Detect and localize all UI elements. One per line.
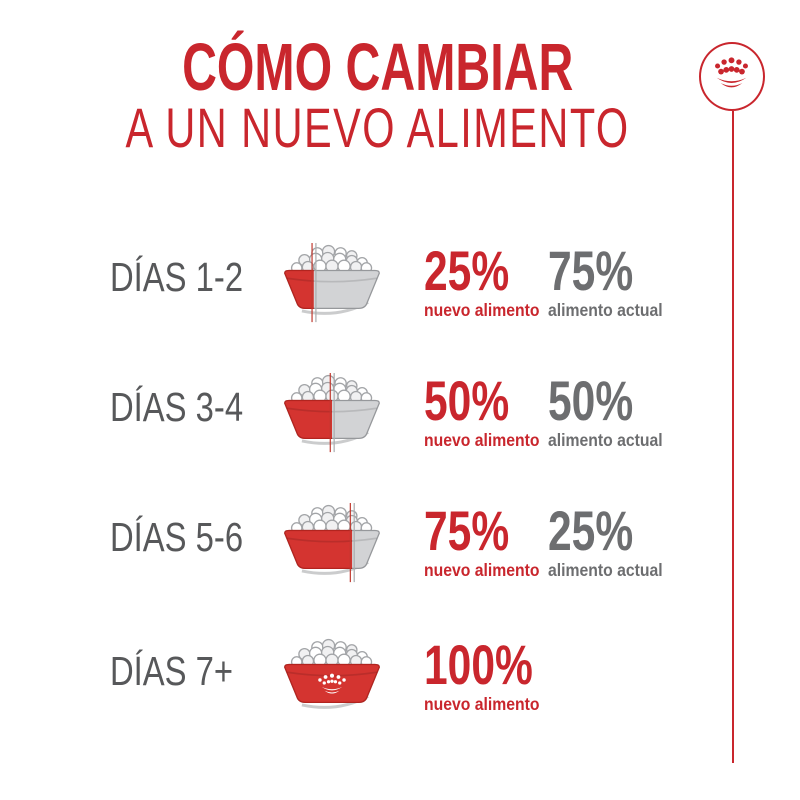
new-food-stat: 75% nuevo alimento (424, 499, 552, 580)
new-food-caption: nuevo alimento (424, 560, 540, 580)
days-label: DÍAS 5-6 (110, 514, 244, 560)
new-food-caption: nuevo alimento (424, 430, 540, 450)
new-food-caption: nuevo alimento (424, 694, 540, 714)
days-label: DÍAS 3-4 (110, 384, 244, 430)
dog-bowl-icon (276, 637, 388, 723)
current-food-caption: alimento actual (548, 560, 663, 580)
current-food-percentage: 50% (548, 369, 634, 432)
new-food-caption: nuevo alimento (424, 300, 540, 320)
new-food-percentage: 25% (424, 239, 510, 302)
new-food-percentage: 50% (424, 369, 510, 432)
days-label: DÍAS 1-2 (110, 254, 244, 300)
royal-canin-crown-logo (699, 42, 765, 111)
crown-icon (715, 57, 748, 88)
transition-row-days-1-2: DÍAS 1-2 25% nuevo alimento 75% al (0, 243, 800, 343)
current-food-stat: 25% alimento actual (548, 499, 675, 580)
dog-bowl-icon (276, 243, 388, 329)
new-food-percentage: 100% (424, 633, 533, 696)
page-title: CÓMO CAMBIAR A UN NUEVO ALIMENTO (0, 30, 756, 159)
split-divider-line (349, 503, 355, 583)
new-food-percentage: 75% (424, 499, 510, 562)
current-food-stat: 75% alimento actual (548, 239, 675, 320)
split-divider-line (329, 373, 335, 453)
title-line-2: A UN NUEVO ALIMENTO (125, 96, 631, 159)
transition-row-days-5-6: DÍAS 5-6 75% nuevo alimento 25% al (0, 503, 800, 603)
current-food-stat: 50% alimento actual (548, 369, 675, 450)
current-food-caption: alimento actual (548, 300, 663, 320)
current-food-percentage: 25% (548, 499, 634, 562)
title-line-1: CÓMO CAMBIAR (182, 30, 574, 105)
new-food-stat: 25% nuevo alimento (424, 239, 552, 320)
dog-bowl-icon (276, 503, 388, 589)
dog-bowl-icon (276, 373, 388, 459)
transition-row-days-3-4: DÍAS 3-4 50% nuevo alimento 50% al (0, 373, 800, 473)
split-divider-line (311, 243, 317, 323)
new-food-stat: 50% nuevo alimento (424, 369, 552, 450)
days-label: DÍAS 7+ (110, 648, 234, 694)
current-food-percentage: 75% (548, 239, 634, 302)
brand-vertical-line (732, 111, 734, 763)
current-food-caption: alimento actual (548, 430, 663, 450)
transition-row-days-7-plus: DÍAS 7+ 100% nuevo alimento (0, 637, 800, 737)
new-food-stat: 100% nuevo alimento (424, 633, 567, 714)
